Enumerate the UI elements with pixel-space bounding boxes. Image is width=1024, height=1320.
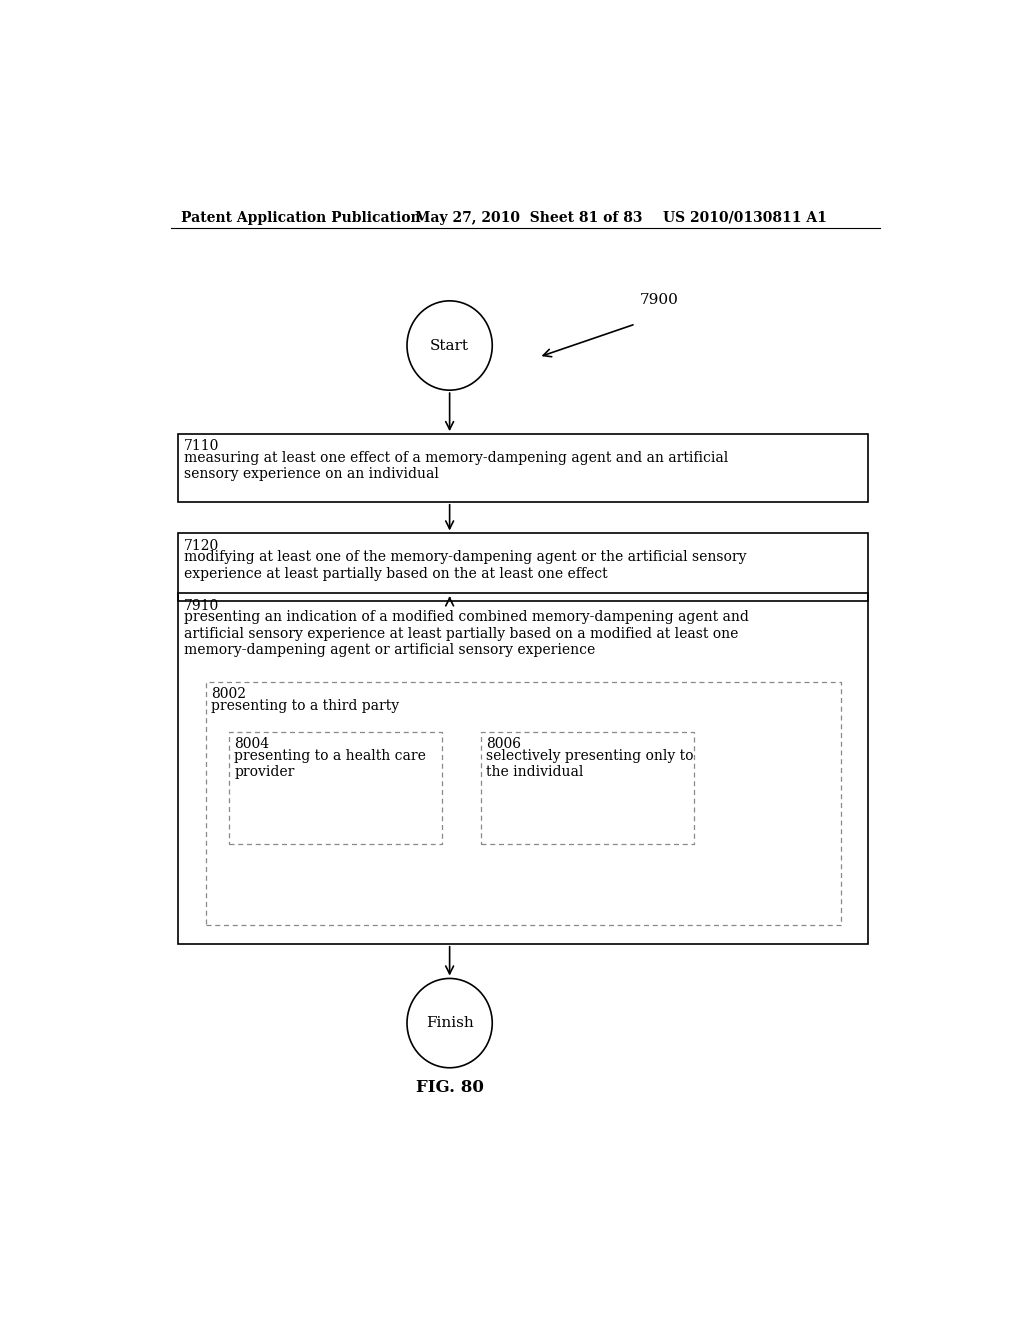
Text: Finish: Finish — [426, 1016, 473, 1030]
Bar — [228, 733, 442, 843]
Text: 7900: 7900 — [640, 293, 678, 308]
Text: selectively presenting only to
the individual: selectively presenting only to the indiv… — [486, 748, 693, 779]
Text: 7910: 7910 — [183, 599, 219, 612]
Text: measuring at least one effect of a memory-dampening agent and an artificial
sens: measuring at least one effect of a memor… — [183, 451, 728, 482]
Text: 7120: 7120 — [183, 539, 219, 553]
Text: presenting to a health care
provider: presenting to a health care provider — [234, 748, 426, 779]
Bar — [480, 733, 693, 843]
Text: FIG. 80: FIG. 80 — [416, 1078, 483, 1096]
Bar — [178, 594, 868, 944]
Text: Start: Start — [430, 338, 469, 352]
Text: 8006: 8006 — [486, 738, 521, 751]
Text: 8004: 8004 — [234, 738, 269, 751]
Ellipse shape — [407, 978, 493, 1068]
Text: US 2010/0130811 A1: US 2010/0130811 A1 — [663, 211, 826, 224]
Bar — [206, 682, 841, 924]
Ellipse shape — [407, 301, 493, 391]
Bar — [178, 533, 868, 601]
Text: Patent Application Publication: Patent Application Publication — [180, 211, 420, 224]
Text: 8002: 8002 — [211, 688, 246, 701]
Text: presenting to a third party: presenting to a third party — [211, 700, 399, 713]
Text: 7110: 7110 — [183, 440, 219, 454]
Text: modifying at least one of the memory-dampening agent or the artificial sensory
e: modifying at least one of the memory-dam… — [183, 550, 746, 581]
Text: presenting an indication of a modified combined memory-dampening agent and
artif: presenting an indication of a modified c… — [183, 610, 749, 657]
Text: May 27, 2010  Sheet 81 of 83: May 27, 2010 Sheet 81 of 83 — [415, 211, 642, 224]
Bar — [178, 434, 868, 502]
